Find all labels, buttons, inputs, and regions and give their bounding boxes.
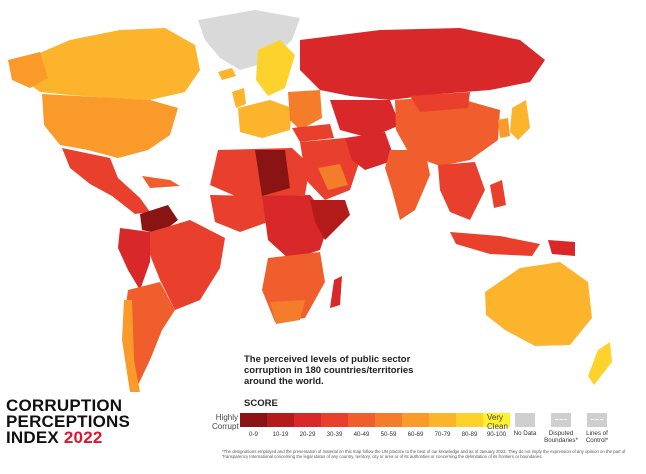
legend-range-label: 0-9 [249,431,258,438]
legend-swatch [267,413,294,427]
region-uk [232,88,246,108]
legend-scale: 0-9 10-19 20-29 30-39 40-49 50-59 60-69 70-79 80… [240,413,510,438]
region-iran [345,132,395,170]
legend-range-0: 0-9 [240,413,267,438]
region-gulf [318,164,348,190]
region-brazil [150,220,225,310]
legend-swatch [240,413,267,427]
region-horn-africa [310,200,350,240]
legend-swatch [429,413,456,427]
region-mongolia [410,92,470,112]
region-korea [498,118,510,138]
legend-low-label: Highly Corrupt [212,413,239,431]
legend-range-2: 20-29 [294,413,321,438]
region-south-africa [270,300,305,324]
region-png [548,240,575,256]
legend-swatch [483,413,510,427]
legend-range-label: 80-89 [461,431,478,438]
legend-lines-of-control: Lines of Control* [577,413,617,444]
region-libya [255,150,290,196]
legend-range-label: 70-79 [434,431,451,438]
lines-of-control-swatch [587,413,607,427]
legend-swatch [294,413,321,427]
region-indonesia [450,232,540,256]
index-title: CORRUPTION PERCEPTIONS INDEX 2022 [6,396,131,447]
disputed-swatch [551,413,571,427]
legend-high-label: Very Clean [487,413,508,431]
legend-heading: SCORE [244,398,278,409]
region-east-europe [288,90,322,130]
region-usa [42,94,178,158]
region-scandinavia [256,40,295,96]
title-line-2: PERCEPTIONS [6,412,131,431]
lines-of-control-label: Lines of Control* [585,430,609,444]
title-line-3: INDEX 2022 [6,428,130,447]
region-andes [118,228,150,290]
legend-range-6: 60-69 [402,413,429,438]
region-india [385,150,430,220]
title-line-1: CORRUPTION [6,396,123,415]
region-central-asia [330,100,400,138]
region-chile [122,300,140,392]
region-turkey [292,124,334,142]
title-year: 2022 [63,428,103,447]
map-description: The perceived levels of public sector co… [244,354,414,387]
legend-swatch [375,413,402,427]
region-west-europe [238,100,292,138]
legend-range-9: 90-100 [483,413,510,438]
region-west-africa [210,195,268,232]
legend-disputed: Disputed Boundaries* [541,413,581,444]
legend-range-label: 20-29 [299,431,316,438]
legend-range-1: 10-19 [267,413,294,438]
legend-range-8: 80-89 [456,413,483,438]
region-caribbean [142,176,180,188]
disclaimer-text: *The designations employed and the prese… [222,449,626,460]
region-madagascar [330,276,342,308]
region-iceland [218,68,236,80]
legend-range-3: 30-39 [321,413,348,438]
legend-swatch [321,413,348,427]
region-southern-cone [124,282,175,385]
legend-swatch [456,413,483,427]
region-japan [510,100,530,140]
legend-range-label: 50-59 [380,431,397,438]
legend-range-label: 30-39 [326,431,343,438]
legend-range-5: 50-59 [375,413,402,438]
region-mexico [62,148,150,214]
region-new-zealand [588,342,612,385]
legend-range-7: 70-79 [429,413,456,438]
no-data-swatch [515,413,535,427]
legend-no-data: No Data [505,413,545,437]
region-australia [485,262,592,346]
legend-range-label: 60-69 [407,431,424,438]
region-canada [24,28,200,100]
legend-range-label: 40-49 [353,431,370,438]
region-china [395,96,500,166]
legend-range-4: 40-49 [348,413,375,438]
no-data-label: No Data [513,430,537,437]
legend-swatch [348,413,375,427]
region-southeast-asia [438,162,485,220]
legend-range-label: 10-19 [272,431,289,438]
legend-swatch [402,413,429,427]
region-philippines [490,180,506,208]
disputed-label: Disputed Boundaries* [544,430,578,444]
legend-range-label: 90-100 [486,431,507,438]
region-russia [300,28,545,100]
title-index-word: INDEX [6,428,59,447]
region-alaska [8,52,48,88]
